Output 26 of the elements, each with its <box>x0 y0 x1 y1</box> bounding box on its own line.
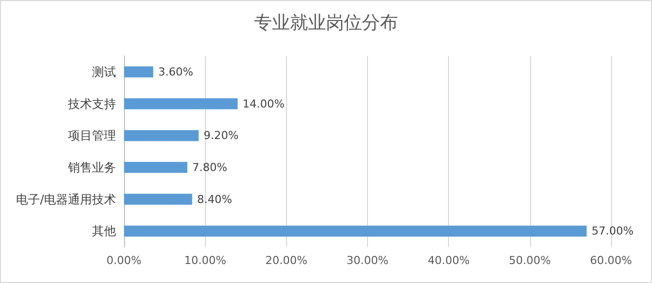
data-label: 7.80% <box>192 160 228 174</box>
x-tick-label: 30.00% <box>346 254 388 267</box>
x-tick-label: 50.00% <box>508 254 551 267</box>
y-tick-label: 项目管理 <box>68 128 116 143</box>
chart-title: 专业就业岗位分布 <box>254 12 398 34</box>
y-tick-label: 电子/电器通用技术 <box>16 192 116 206</box>
data-label: 9.20% <box>204 129 239 142</box>
bar <box>124 226 587 237</box>
x-tick-label: 20.00% <box>265 254 308 267</box>
data-label: 57.00% <box>592 224 634 238</box>
data-label: 14.00% <box>242 97 285 110</box>
y-tick-label: 其他 <box>92 224 116 238</box>
bar <box>124 98 238 110</box>
x-tick-label: 0.00% <box>106 254 142 267</box>
bar <box>124 194 192 205</box>
x-tick-label: 10.00% <box>184 254 226 267</box>
data-label: 3.60% <box>158 65 194 78</box>
x-tick-label: 60.00% <box>590 254 632 267</box>
bar <box>124 130 199 142</box>
bar <box>124 162 188 173</box>
data-label: 8.40% <box>197 192 232 206</box>
bar <box>124 66 154 78</box>
y-tick-label: 测试 <box>92 64 116 79</box>
y-tick-label: 销售业务 <box>67 160 116 174</box>
x-tick-label: 40.00% <box>428 254 470 267</box>
y-tick-label: 技术支持 <box>67 96 116 111</box>
